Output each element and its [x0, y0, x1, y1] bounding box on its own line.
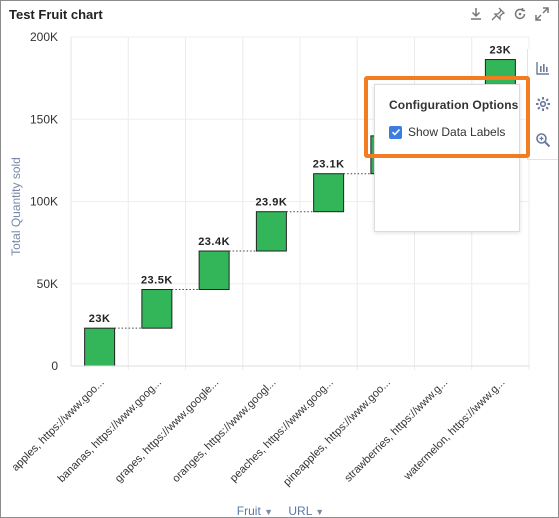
chart-side-toolbar: [527, 49, 558, 160]
x-tick-label: peaches, https://www.goog...: [228, 377, 336, 485]
bar-0: [84, 327, 116, 367]
bar-1: [141, 289, 173, 329]
download-icon[interactable]: [468, 5, 484, 23]
chevron-down-icon: ▼: [315, 507, 325, 517]
y-tick-label: 50K: [37, 277, 58, 291]
x-tick-label: pineapples, https://www.goo...: [281, 377, 393, 489]
pin-icon[interactable]: [490, 5, 506, 23]
fruit-field-selector[interactable]: Fruit ▼: [236, 504, 274, 518]
chart-title: Test Fruit chart: [9, 7, 103, 22]
show-data-labels-label: Show Data Labels: [408, 125, 506, 139]
fruit-field-label: Fruit: [236, 504, 261, 518]
url-field-label: URL: [288, 504, 312, 518]
x-tick-label: grapes, https://www.google...: [113, 377, 221, 485]
show-data-labels-checkbox[interactable]: [389, 125, 402, 139]
data-label: 23.1K: [313, 159, 345, 171]
x-tick-label: watermelon, https://www.g...: [401, 377, 507, 483]
x-axis-field-selectors: Fruit ▼ URL ▼: [1, 504, 558, 518]
data-label: 23.9K: [255, 197, 287, 209]
bar-2: [198, 250, 230, 291]
expand-icon[interactable]: [534, 5, 550, 23]
gear-icon[interactable]: [528, 87, 558, 121]
y-tick-label: 150K: [30, 112, 58, 126]
x-tick-label: apples, https://www.goo...: [10, 377, 107, 474]
data-label: 23K: [490, 45, 512, 57]
chevron-down-icon: ▼: [264, 507, 274, 517]
bar-4: [313, 173, 345, 213]
refresh-icon[interactable]: [512, 5, 528, 23]
y-tick-label: 0: [51, 359, 58, 373]
y-tick-label: 100K: [30, 195, 58, 209]
data-label: 23.5K: [141, 275, 173, 287]
zoom-icon[interactable]: [528, 123, 558, 157]
chart-toolbar: [468, 5, 550, 23]
url-field-selector[interactable]: URL ▼: [288, 504, 325, 518]
x-tick-label: bananas, https://www.goog...: [56, 377, 164, 485]
chart-type-icon[interactable]: [528, 51, 558, 85]
x-tick-label: strawberries, https://www.g...: [342, 377, 450, 485]
configuration-options-popup: Configuration Options Show Data Labels: [374, 84, 520, 232]
x-tick-label: oranges, https://www.googl...: [170, 377, 278, 485]
show-data-labels-option[interactable]: Show Data Labels: [389, 125, 505, 139]
data-label: 23.4K: [198, 236, 230, 248]
bar-3: [255, 211, 287, 252]
y-tick-label: 200K: [30, 30, 58, 44]
configuration-options-title: Configuration Options: [389, 98, 519, 112]
data-label: 23K: [89, 313, 111, 325]
y-axis-title: Total Quantity sold: [9, 157, 23, 256]
